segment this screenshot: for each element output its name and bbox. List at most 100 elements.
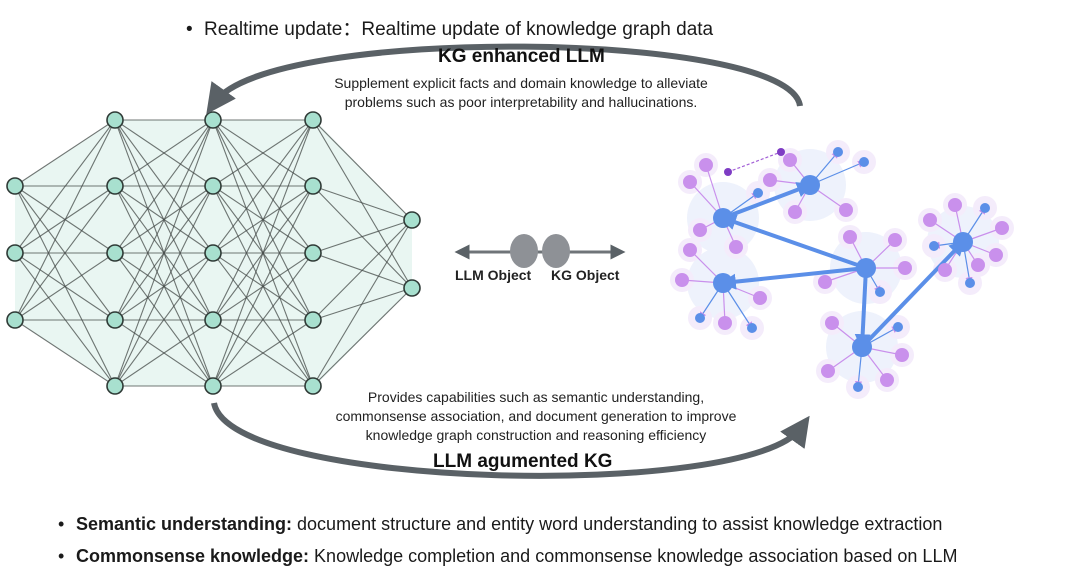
description-line: knowledge graph construction and reasoni… [365,427,707,443]
realtime-update-text: Realtime update：Realtime update of knowl… [204,19,714,40]
nn-node [6,177,24,195]
nn-node [204,244,222,262]
nn-node [403,211,421,229]
nn-edge [14,252,116,321]
kg-satellite-node [675,273,689,287]
nn-node [106,377,124,395]
nn-edge [212,119,314,321]
nn-node [204,377,222,395]
nn-edge [212,119,314,387]
nn-edge [212,119,314,254]
kg-satellite-node [763,173,777,187]
nn-edge [114,119,214,187]
nn-edge [312,185,413,221]
kg-hub-node [713,273,733,293]
nn-edge [312,219,413,254]
kg-satellite-node [898,261,912,275]
nn-node [204,311,222,329]
bullet-text: document structure and entity word under… [292,514,943,534]
kg-satellite-node [853,382,863,392]
description-line: Supplement explicit facts and domain kno… [334,75,708,91]
bullet-term: Semantic understanding: [76,514,293,534]
nn-node [106,177,124,195]
kg-object-label: KG Object [551,267,620,283]
kg-hub-edge [719,266,867,290]
kg-hub-node [852,337,872,357]
nn-node [6,244,24,262]
nn-edge [114,185,214,387]
nn-edge [14,119,116,321]
nn-node [304,177,322,195]
description-line: Provides capabilities such as semantic u… [367,389,705,405]
kg-satellite-node [753,291,767,305]
nn-edge [312,219,413,387]
kg-satellite-node [825,316,839,330]
kg-satellite-node [965,278,975,288]
kg-highlight-node [777,148,785,156]
kg-satellite-node [995,221,1009,235]
kg-hub-edge [722,182,813,220]
kg-satellite-node [783,153,797,167]
bullet-text: Knowledge completion and commonsense kno… [309,546,958,566]
kg-satellite-node [833,147,843,157]
kg-satellite-node [923,213,937,227]
nn-edge [312,287,413,387]
realtime-update-bullet: • Realtime update：Realtime update of know… [186,14,713,41]
kg-satellite-node [895,348,909,362]
kg-satellite-node [788,205,802,219]
kg-satellite-node [888,233,902,247]
kg-satellite-node [893,322,903,332]
kg-satellite-node [683,175,697,189]
nn-node [106,111,124,129]
nn-edge [114,252,214,387]
nn-edge [14,185,116,321]
nn-node [304,377,322,395]
neural-network-graphic [6,111,421,395]
nn-edge [212,252,314,387]
kg-hub-edge [719,214,867,270]
kg-satellite-node [683,243,697,257]
nn-edge [312,119,413,221]
nn-edge [212,119,314,187]
kg-hub-node [856,258,876,278]
bullet-marker: • [186,19,193,40]
kg-hub-edge [854,267,871,351]
kg-hub-edge [860,239,966,349]
nn-node [106,311,124,329]
kg-satellite-node [693,223,707,237]
kg-dotted-edge [727,151,782,173]
description-line: problems such as poor interpretability a… [344,94,698,110]
kg-satellite-node [948,198,962,212]
knowledge-graph-graphic [670,140,1014,399]
nn-node [304,311,322,329]
bullet-marker: • [58,546,65,566]
kg-satellite-node [753,188,763,198]
nn-edge [114,119,214,321]
kg-enhanced-llm-description: Supplement explicit facts and domain kno… [290,74,752,112]
nn-edge [14,119,116,187]
llm-augmented-kg-title: LLM agumented KG [433,451,613,472]
kg-hub-node [953,232,973,252]
nn-edge [212,185,314,387]
semantic-understanding-bullet: • Semantic understanding: document struct… [58,514,942,535]
nn-edge [14,119,116,254]
nn-node [6,311,24,329]
llm-object-label: LLM Object [455,267,532,283]
kg-enhanced-llm-arc [206,43,803,115]
nn-edge [14,319,116,387]
nn-node [304,244,322,262]
kg-satellite-node [729,240,743,254]
kg-satellite-node [938,263,952,277]
kg-satellite-node [989,248,1003,262]
kg-satellite-node [929,241,939,251]
kg-satellite-node [980,203,990,213]
nn-node [204,177,222,195]
bullet-term: Commonsense knowledge: [76,546,310,566]
llm-object-oval [510,234,538,268]
nn-edge [312,119,413,289]
nn-node [106,244,124,262]
nn-node [304,111,322,129]
kg-satellite-node [695,313,705,323]
kg-satellite-node [859,157,869,167]
